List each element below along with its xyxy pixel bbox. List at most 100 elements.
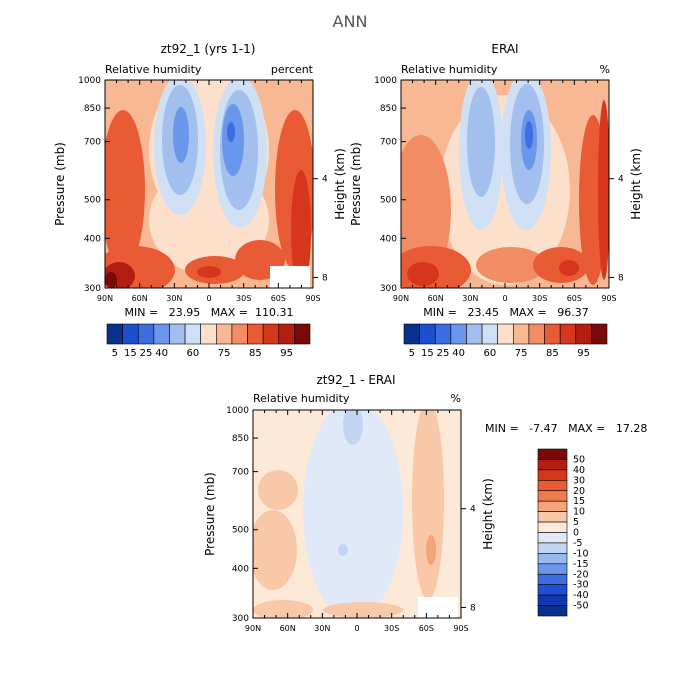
x-tick-label: 90N: [97, 294, 113, 303]
contour-fill: [323, 602, 403, 618]
y-tick-label: 850: [84, 104, 101, 114]
colorbar-swatch: [537, 511, 568, 523]
colorbar-label: 50: [573, 454, 585, 465]
y2-tick-label: 4: [618, 175, 624, 185]
y-tick-label: 1000: [78, 76, 101, 86]
panel-obs: ERAI Relative humidity % 90N 60N 30N 0 30S 60…: [349, 42, 643, 359]
x-tick-label: 90S: [305, 294, 320, 303]
colorbar-label: 60: [187, 348, 200, 359]
colorbar-swatch: [231, 323, 248, 345]
colorbar-swatch: [537, 532, 568, 544]
colorbar-swatch: [169, 323, 186, 345]
contour-fill: [598, 100, 609, 280]
y-tick-label: 500: [84, 196, 101, 206]
x-tick-label: 30N: [166, 294, 182, 303]
x-tick-label: 60S: [567, 294, 582, 303]
y2-tick-label: 4: [470, 505, 476, 515]
contour-fill: [467, 87, 495, 197]
colorbar: 5 15 25 40 60 75 85 95: [403, 323, 608, 359]
colorbar-swatch: [262, 323, 280, 345]
panel-diff-ylabel: Pressure (mb): [203, 472, 217, 556]
contour-fill: [291, 170, 311, 288]
x-tick-label: 30N: [462, 294, 478, 303]
y-tick-label: 300: [380, 284, 397, 294]
y-tick-label: 1000: [226, 406, 249, 416]
colorbar-swatch: [559, 323, 577, 345]
y2-tick-label: 8: [470, 603, 476, 613]
colorbar-label: 95: [280, 348, 293, 359]
panel-model-units: percent: [271, 63, 314, 76]
colorbar-swatch: [184, 323, 201, 345]
y-tick-label: 850: [232, 434, 249, 444]
colorbar-label: 30: [573, 475, 585, 486]
x-tick-label: 90S: [601, 294, 616, 303]
y-tick-label: 700: [232, 468, 249, 478]
colorbar-label: 15: [421, 348, 434, 359]
x-tick-label: 60N: [132, 294, 148, 303]
colorbar-label: 40: [155, 348, 168, 359]
panel-diff-units: %: [451, 392, 461, 405]
colorbar-swatch: [537, 480, 568, 492]
colorbar-label: -20: [573, 569, 589, 580]
panel-obs-y2label: Height (km): [629, 148, 643, 219]
panel-obs-title: ERAI: [491, 42, 518, 56]
y-tick-label: 400: [232, 564, 249, 574]
x-tick-label: 60S: [419, 624, 434, 633]
x-tick-label: 60N: [280, 624, 296, 633]
y-tick-label: 1000: [374, 76, 397, 86]
contour-fill: [559, 260, 579, 276]
contour-fill: [173, 107, 189, 163]
x-tick-label: 30S: [532, 294, 547, 303]
colorbar-swatch: [216, 323, 233, 345]
panel-diff-field-label: Relative humidity: [253, 392, 350, 405]
colorbar-swatch: [466, 323, 483, 345]
x-tick-label: 90S: [453, 624, 468, 633]
contour-fill: [105, 110, 145, 270]
x-tick-label: 90N: [393, 294, 409, 303]
colorbar-label: 0: [573, 528, 579, 539]
colorbar-swatch: [278, 323, 295, 345]
contour-fill: [227, 122, 235, 142]
colorbar-swatch: [294, 323, 311, 345]
colorbar-swatch: [137, 323, 155, 345]
y-tick-label: 500: [380, 196, 397, 206]
axes: 90N 60N 30N 0 30S 60S 90S 300 400 500 700 850 1000 8 4: [78, 76, 328, 303]
colorbar-swatch: [537, 459, 568, 471]
y-tick-label: 300: [84, 284, 101, 294]
panel-model-y2label: Height (km): [333, 148, 347, 219]
panel-diff: zt92_1 - ERAI Relative humidity % 90N 60N…: [203, 373, 647, 633]
contour-fill: [426, 535, 436, 565]
colorbar-swatch: [575, 323, 592, 345]
contour-fill: [525, 121, 533, 149]
colorbar-label: 25: [437, 348, 450, 359]
colorbar-label: 15: [124, 348, 137, 359]
x-tick-label: 0: [502, 294, 507, 303]
contour-fill: [303, 410, 403, 618]
contour-fill: [338, 544, 348, 556]
colorbar-swatch: [513, 323, 530, 345]
colorbar-label: 10: [573, 507, 585, 518]
contour-field: [401, 80, 609, 288]
contour-fill: [253, 600, 313, 618]
colorbar-label: 15: [573, 496, 585, 507]
panel-obs-stats: MIN = 23.45 MAX = 96.37: [423, 306, 588, 319]
colorbar-label: -5: [573, 538, 582, 549]
panel-obs-ylabel: Pressure (mb): [349, 142, 363, 226]
x-tick-label: 30S: [236, 294, 251, 303]
contour-fill: [197, 266, 221, 278]
panel-diff-plot-area: [253, 410, 461, 618]
x-tick-label: 60N: [428, 294, 444, 303]
colorbar-swatch: [122, 323, 139, 345]
colorbar-swatch: [450, 323, 467, 345]
contour-fill: [476, 247, 546, 283]
colorbar-swatch: [537, 469, 568, 481]
contour-fill: [105, 272, 117, 288]
panel-obs-plot-area: [401, 80, 609, 288]
colorbar-label: -30: [573, 580, 589, 591]
colorbar-swatch: [481, 323, 498, 345]
contour-fill: [258, 470, 298, 510]
colorbar-label: -40: [573, 590, 589, 601]
colorbar-label: 85: [249, 348, 262, 359]
colorbar-swatch: [403, 323, 420, 345]
